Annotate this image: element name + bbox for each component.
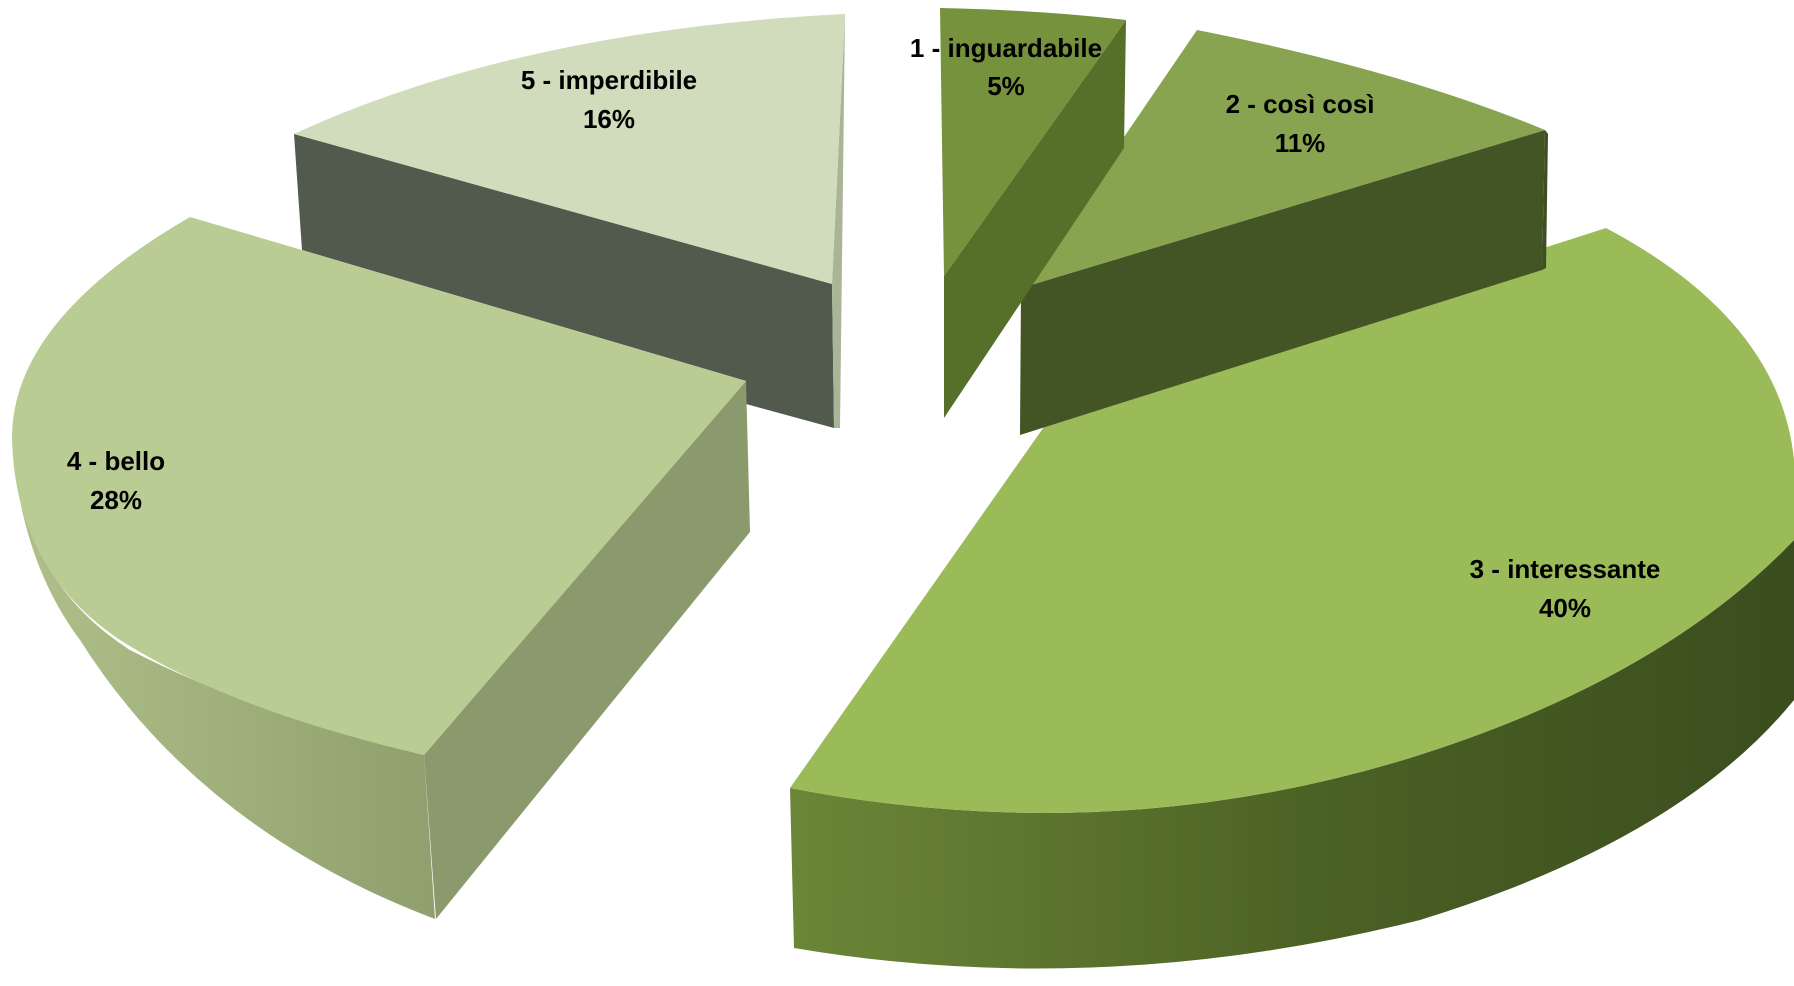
slice-3-side [790, 540, 1794, 969]
slice-3-top [790, 228, 1794, 813]
slice-2-side [1020, 130, 1545, 435]
slice-label-4: 4 - bello 28% [67, 446, 165, 515]
pie-slice-3 [790, 228, 1794, 969]
slice-label-3-name: 3 - interessante [1470, 554, 1661, 584]
slice-2-side-edge [1542, 130, 1548, 270]
slice-label-4-name: 4 - bello [67, 446, 165, 476]
slice-5-top [294, 14, 845, 284]
pie-slice-4 [12, 217, 750, 919]
slice-label-3: 3 - interessante 40% [1470, 554, 1661, 623]
slice-4-side-cut [424, 381, 750, 919]
slice-2-top [1021, 30, 1545, 288]
slice-5-side-edge [832, 14, 845, 428]
slice-label-2-name: 2 - così così [1226, 89, 1375, 119]
slice-label-2: 2 - così così 11% [1226, 89, 1375, 158]
slice-label-5-value: 16% [583, 104, 635, 134]
slice-label-5-name: 5 - imperdibile [521, 65, 697, 95]
slice-4-side [12, 438, 435, 919]
slice-label-2-value: 11% [1275, 128, 1326, 158]
slice-label-4-value: 28% [90, 485, 142, 515]
slice-5-side [294, 134, 834, 428]
slice-label-3-value: 40% [1539, 593, 1591, 623]
slice-1-top [940, 8, 1126, 276]
slice-1-side [944, 20, 1126, 418]
slice-label-1-value: 5% [987, 71, 1025, 101]
slice-4-top [12, 217, 746, 755]
slice-label-5: 5 - imperdibile 16% [521, 65, 697, 134]
pie-slice-1 [940, 8, 1126, 418]
slice-label-1: 1 - inguardabile 5% [910, 33, 1102, 101]
pie-slice-5 [294, 14, 845, 428]
pie-slice-2 [1020, 30, 1548, 435]
slice-label-1-name: 1 - inguardabile [910, 33, 1102, 63]
